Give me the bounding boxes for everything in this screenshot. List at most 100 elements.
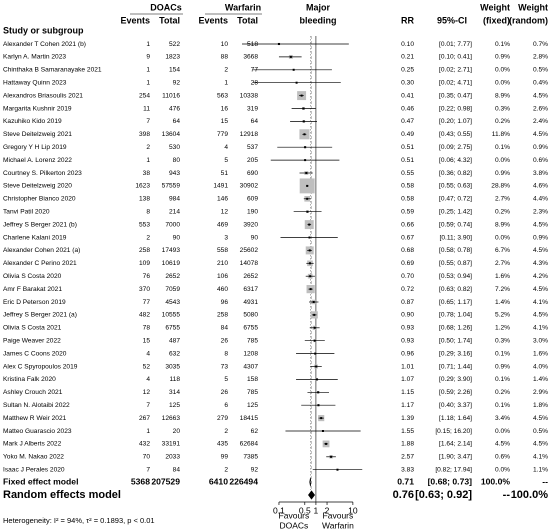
rr-value: 1.01 — [401, 363, 414, 370]
rr-value: 0.58 — [401, 183, 414, 190]
study-name: Olivia S Costa 2020 — [3, 273, 62, 280]
ci-value: [0.55; 0.87] — [439, 260, 472, 267]
events-2: 3 — [224, 234, 228, 241]
events-2: 51 — [221, 170, 229, 177]
study-name: Karlyn A. Martin 2023 — [3, 54, 66, 61]
total-2: 609 — [247, 196, 258, 203]
ci-value: [0.47; 0.72] — [439, 196, 472, 203]
total-2: 5080 — [243, 312, 258, 319]
total-2: 30902 — [240, 183, 259, 190]
events-2: 88 — [221, 54, 229, 61]
fixed-label: Fixed effect model — [3, 476, 78, 486]
events-2: 779 — [217, 131, 228, 138]
ci-value: [0.20; 1.07] — [439, 118, 472, 125]
rr-value: 0.69 — [401, 260, 414, 267]
point-estimate — [309, 275, 312, 278]
total-1: 4543 — [165, 299, 180, 306]
study-name: Courtney S. Pilkerton 2023 — [3, 170, 82, 177]
weight-random: 4.5% — [533, 286, 548, 293]
rr-value: 1.15 — [401, 389, 414, 396]
header-study: Study or subgroup — [3, 25, 84, 35]
ci-value: [0.71; 1.44] — [439, 363, 472, 370]
summary-diamond — [309, 477, 312, 487]
rr-value: 0.70 — [401, 273, 414, 280]
point-estimate — [313, 339, 316, 342]
rr-value: 0.47 — [401, 118, 414, 125]
events-1: 2 — [146, 234, 150, 241]
rr-value: 0.51 — [401, 144, 414, 151]
total-2: 12918 — [240, 131, 259, 138]
ci-value: [0.55; 0.63] — [439, 183, 472, 190]
events-2: 435 — [217, 441, 228, 448]
weight-fixed: -- — [503, 489, 511, 501]
point-estimate — [321, 430, 324, 432]
events-2: 5 — [224, 157, 228, 164]
ci-value: [0.06; 4.32] — [439, 157, 472, 164]
heterogeneity: Heterogeneity: I² = 94%, τ² = 0.1893, p … — [3, 516, 155, 525]
events-2: 2 — [224, 428, 228, 435]
study-name: Kristina Falk 2020 — [3, 376, 56, 383]
favours-left: Favours — [279, 510, 310, 520]
total-2: 3920 — [243, 221, 258, 228]
rr-value: 0.30 — [401, 79, 414, 86]
events-1: 482 — [139, 312, 150, 319]
weight-random: 3.8% — [533, 170, 548, 177]
total-1: 84 — [173, 466, 181, 473]
ci-value: [1.90; 3.47] — [439, 454, 472, 461]
total-2: 205 — [247, 157, 258, 164]
events-2: 84 — [221, 325, 229, 332]
header-group2: Warfarin — [225, 2, 261, 12]
point-estimate — [306, 210, 309, 213]
point-estimate — [303, 133, 306, 136]
events-1: 2 — [146, 144, 150, 151]
ci-value: [0.29; 3.16] — [439, 350, 472, 357]
events-2: 558 — [217, 247, 228, 254]
point-estimate — [302, 107, 305, 110]
study-name: Eric D Peterson 2019 — [3, 299, 66, 306]
total-1: 80 — [173, 157, 181, 164]
study-name: Gregory Y H Lip 2019 — [3, 144, 67, 151]
total-1: 3035 — [165, 363, 180, 370]
events-1: 1 — [146, 67, 150, 74]
point-estimate — [295, 81, 298, 84]
weight-random: 0.9% — [533, 144, 548, 151]
rr-value: 2.57 — [401, 454, 414, 461]
total-2: 62 — [251, 428, 259, 435]
weight-fixed: 8.9% — [495, 92, 510, 99]
point-estimate — [308, 236, 311, 239]
weight-random: 4.5% — [533, 441, 548, 448]
total-1: 632 — [169, 350, 180, 357]
point-estimate — [316, 378, 319, 381]
rr-value: 0.10 — [401, 41, 414, 48]
weight-random: 3.0% — [533, 337, 548, 344]
study-name: Margarita Kushnir 2019 — [3, 105, 72, 112]
events-1: 1 — [146, 79, 150, 86]
events-1: 38 — [143, 170, 151, 177]
summary-diamond — [308, 490, 316, 500]
events-1: 8 — [146, 208, 150, 215]
weight-random: 4.5% — [533, 221, 548, 228]
events-2: 15 — [221, 118, 229, 125]
rr-value: 0.58 — [401, 196, 414, 203]
favours-left: DOACs — [280, 520, 309, 530]
study-name: James C Coons 2020 — [3, 350, 67, 357]
study-name: Paige Weaver 2022 — [3, 337, 61, 344]
study-name: Alexandros Briasoulis 2021 — [3, 92, 83, 99]
total-1: 11016 — [162, 92, 180, 99]
weight-random: 0.5% — [533, 67, 548, 74]
weight-random: 0.6% — [533, 157, 548, 164]
weight-random: 4.0% — [533, 363, 548, 370]
weight-random: 1.8% — [533, 402, 548, 409]
point-estimate — [317, 404, 320, 407]
weight-fixed: 0.0% — [495, 79, 510, 86]
total-2: 690 — [247, 170, 258, 177]
weight-fixed: 0.0% — [495, 67, 510, 74]
total-1: 2652 — [165, 273, 180, 280]
total-2: 18415 — [240, 415, 259, 422]
total-1: 10619 — [162, 260, 181, 267]
x-tick-label: 1 — [314, 505, 319, 515]
total-2: 14078 — [240, 260, 259, 267]
total-1: 90 — [173, 234, 181, 241]
events-2: 279 — [217, 415, 228, 422]
total-1: 20 — [173, 428, 181, 435]
